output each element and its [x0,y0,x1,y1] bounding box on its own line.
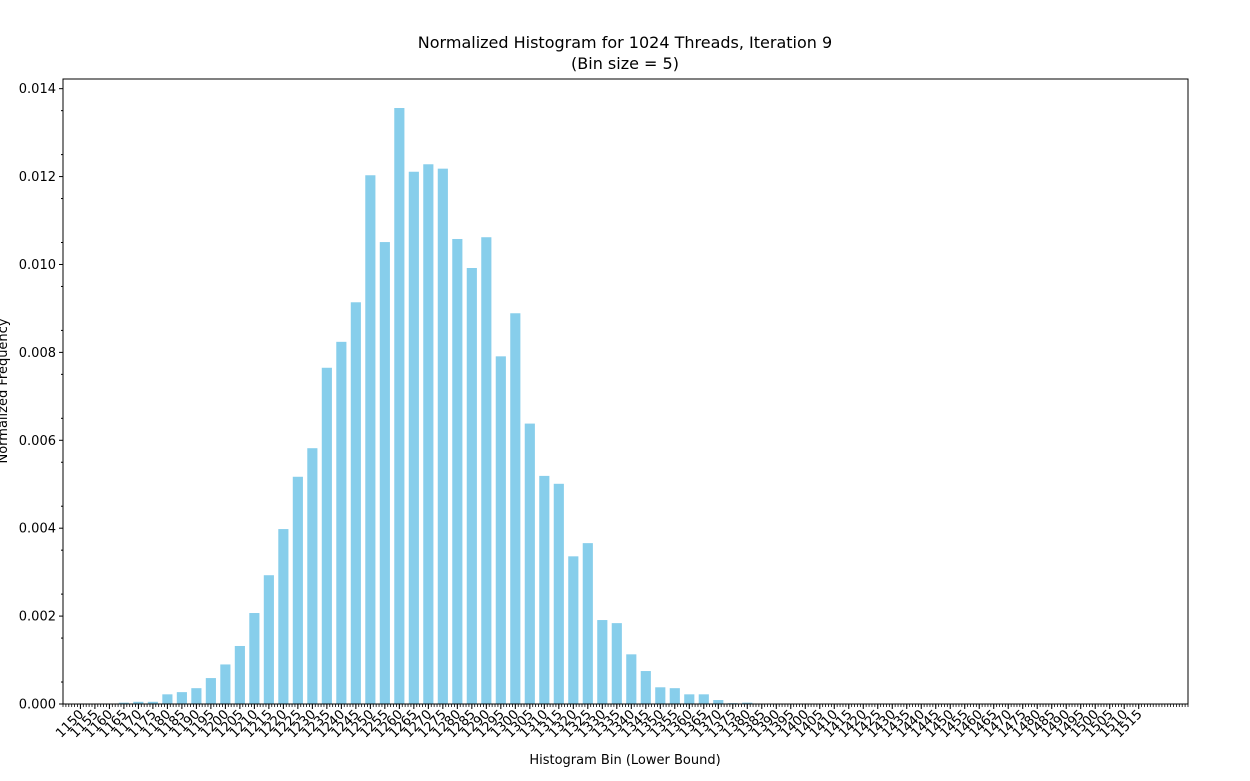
y-tick-label: 0.008 [19,346,56,361]
bar-1305 [524,423,535,704]
bar-1240 [336,341,347,704]
bar-1335 [611,623,622,704]
y-axis-label: Normalized Frequency [0,318,11,463]
bar-1245 [350,302,361,704]
bar-1215 [263,575,274,704]
chart-title: Normalized Histogram for 1024 Threads, I… [418,33,832,52]
x-axis-label: Histogram Bin (Lower Bound) [529,753,720,768]
bar-1275 [437,168,448,704]
bar-1210 [249,613,260,704]
y-tick-label: 0.014 [19,82,56,97]
bar-1290 [481,237,492,704]
bar-1270 [423,164,434,705]
y-tick-label: 0.004 [19,522,56,537]
bar-1205 [234,645,245,704]
bar-1175 [147,701,158,704]
x-axis: 1150115511601165117011751180118511901195… [53,704,1189,741]
bars-group [118,108,753,705]
y-tick-label: 0.012 [19,170,56,185]
bar-1300 [510,313,521,704]
bar-1285 [466,267,477,704]
bar-1340 [626,654,637,704]
bar-1255 [379,242,390,704]
bar-1355 [669,688,680,704]
bar-1195 [205,678,216,704]
bar-1365 [698,694,709,704]
bar-1260 [394,108,405,705]
bar-1225 [292,476,303,704]
bar-1250 [365,175,376,705]
bar-1170 [133,701,144,704]
bar-1265 [408,171,419,704]
y-tick-label: 0.006 [19,434,56,449]
bar-1345 [640,671,651,704]
bar-1295 [495,356,506,704]
bar-1230 [307,448,318,704]
bar-1350 [655,687,666,704]
bar-1310 [539,475,550,704]
y-tick-label: 0.002 [19,610,56,625]
bar-1220 [278,529,289,704]
y-tick-label: 0.000 [19,698,56,713]
bar-1380 [742,702,753,704]
y-axis: 0.000 0.002 0.004 0.006 0.008 0.010 0.012 0.014 [19,82,63,713]
y-tick-label: 0.010 [19,258,56,273]
plot-frame [62,78,1189,705]
bar-1200 [220,664,231,704]
bar-1165 [118,702,129,704]
bar-1235 [321,367,332,704]
bar-1325 [582,543,593,704]
chart-subtitle: (Bin size = 5) [571,54,679,73]
bar-1190 [191,688,202,704]
bar-1320 [568,556,579,704]
bar-1180 [162,694,173,704]
bar-1330 [597,620,608,704]
bar-1370 [713,700,724,704]
bar-1315 [553,483,564,704]
bar-1185 [176,692,187,704]
bar-1280 [452,238,463,704]
bar-1360 [684,694,695,704]
